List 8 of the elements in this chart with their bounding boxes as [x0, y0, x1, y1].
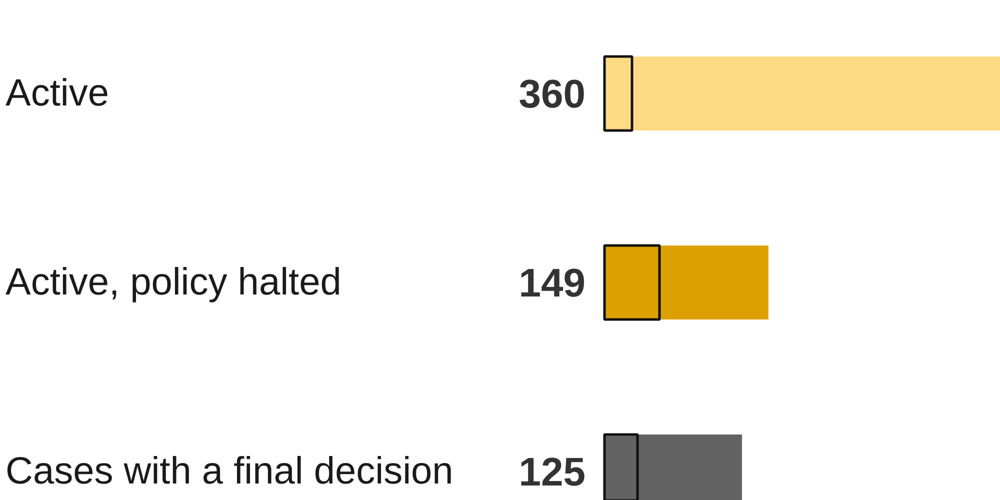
- y-tick-label: Active: [6, 72, 109, 114]
- y-tick-label: Active, policy halted: [6, 262, 342, 304]
- data-label: 125: [518, 450, 586, 494]
- bar: [603, 55, 634, 132]
- data-label: 360: [518, 72, 586, 116]
- y-tick-label: Cases with a final decision: [6, 450, 454, 492]
- data-label: 149: [518, 262, 586, 306]
- bar: [604, 56, 1000, 130]
